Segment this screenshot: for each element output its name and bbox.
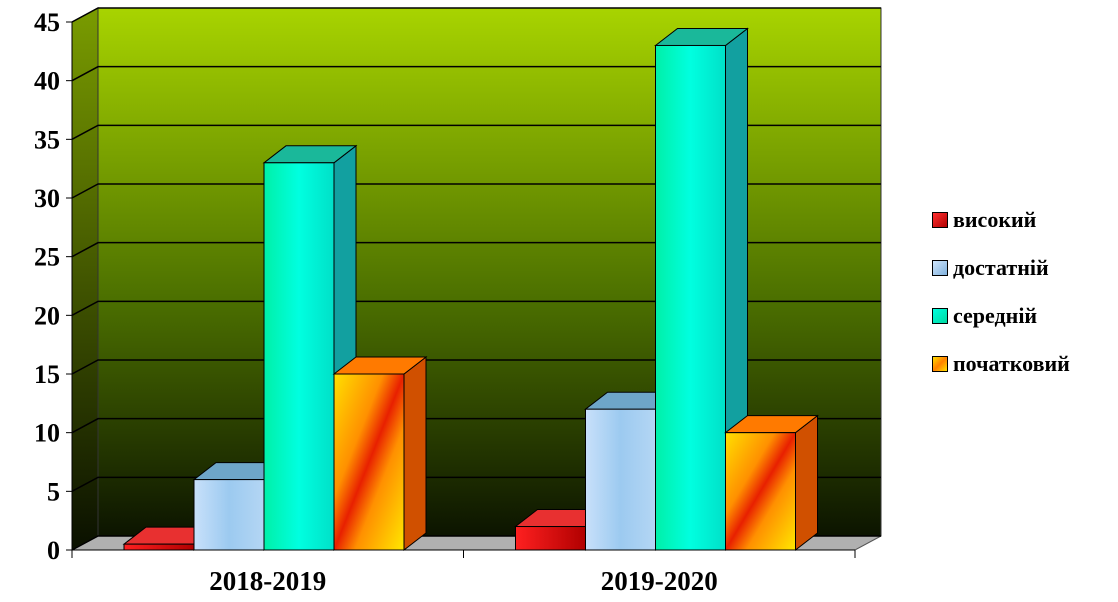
side-wall [71,7,99,551]
y-tick-label: 20 [34,301,60,330]
legend-swatch-vysokyi [932,212,948,228]
bar-side [403,355,427,552]
y-tick-label: 15 [34,360,60,389]
legend-label: початковий [953,351,1070,376]
legend-label: середній [953,303,1038,328]
gridline [71,124,881,140]
y-tick-label: 30 [34,184,60,213]
bar-front [515,526,586,551]
x-tick-label: 2019-2020 [601,566,718,596]
legend-swatch-dostatnii [932,260,948,276]
gridline [71,241,881,258]
y-tick-label: 35 [34,125,60,154]
bar-front [655,44,726,551]
y-tick-label: 10 [34,419,60,448]
x-tick-label: 2018-2019 [209,566,326,596]
legend-item-serednii: середній [932,292,1070,340]
bar [724,414,819,552]
gridline [71,359,881,375]
gridline [71,300,881,316]
bar-front [333,373,405,551]
bar [332,355,428,552]
legend-swatch-pochatkovyi [932,356,948,372]
gridline [71,7,881,23]
legend-item-vysokyi: високий [932,196,1070,244]
y-tick-label: 0 [47,536,60,565]
legend-item-pochatkovyi: початковий [932,340,1070,388]
bar-front [263,162,335,551]
bar-front [123,543,195,551]
y-tick-label: 25 [34,243,60,272]
gridline [71,65,881,82]
y-tick-label: 5 [47,477,60,506]
bar-front [725,432,796,551]
gridline [71,183,881,199]
bar-front [585,408,656,551]
bar-side [795,414,818,552]
y-tick-label: 45 [34,8,60,37]
legend-label: високий [953,207,1037,232]
legend-item-dostatnii: достатній [932,244,1070,292]
legend-swatch-serednii [932,308,948,324]
legend-label: достатній [953,255,1049,280]
y-tick-label: 40 [34,67,60,96]
bar-front [193,479,265,551]
legend: високий достатній середній початковий [932,196,1070,388]
